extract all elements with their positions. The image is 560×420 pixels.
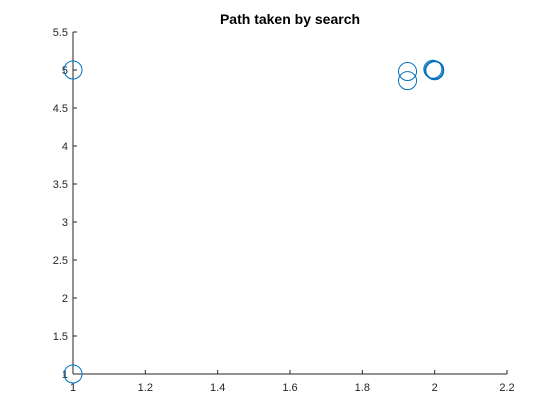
y-tick-label: 4.5	[53, 103, 68, 115]
x-tick-label: 1.6	[282, 382, 297, 394]
y-tick-label: 1	[62, 369, 68, 381]
y-tick-label: 3.5	[53, 179, 68, 191]
data-point	[398, 62, 418, 82]
y-tick-label: 3	[62, 217, 68, 229]
y-tick-label: 1.5	[53, 331, 68, 343]
y-tick-label: 5	[62, 65, 68, 77]
data-point	[423, 59, 443, 79]
x-tick-label: 2.2	[499, 382, 514, 394]
y-tick-label: 4	[62, 141, 68, 153]
x-tick-label: 1	[70, 382, 76, 394]
data-points	[63, 59, 445, 384]
x-tick-label: 1.4	[210, 382, 225, 394]
axes: 1 1.2 1.4 1.6 1.8 2 2.2 1 1.5 2 2.5 3 3.5 4 4.5 5 5.5	[53, 27, 515, 394]
y-tick-label: 2.5	[53, 255, 68, 267]
x-tick-label: 1.2	[138, 382, 153, 394]
y-tick-label: 5.5	[53, 27, 68, 39]
chart-title: Path taken by search	[220, 11, 360, 27]
data-point	[425, 60, 445, 80]
data-point	[63, 60, 83, 80]
data-point	[63, 364, 83, 384]
x-tick-label: 2	[432, 382, 438, 394]
y-tick-label: 2	[62, 293, 68, 305]
x-tick-label: 1.8	[355, 382, 370, 394]
data-point	[398, 71, 418, 91]
